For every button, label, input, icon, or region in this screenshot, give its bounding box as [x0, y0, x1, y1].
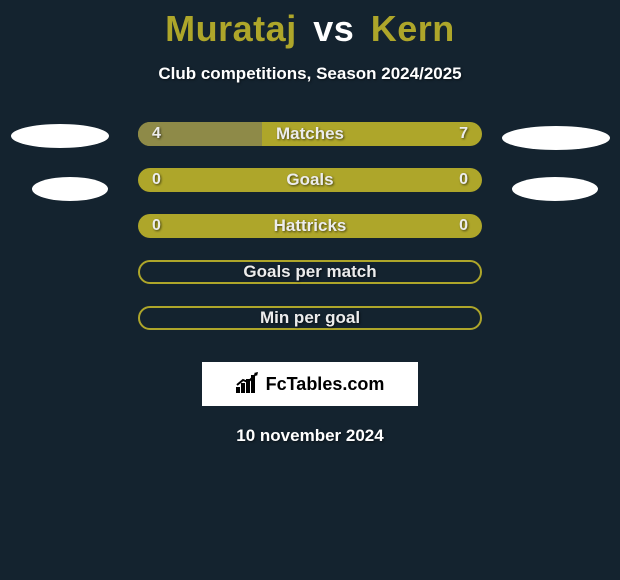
page-title: Murataj vs Kern [0, 0, 620, 50]
left-ellipse [11, 124, 109, 148]
stat-row: 00Hattricks [0, 214, 620, 260]
right-ellipse [502, 126, 610, 150]
subtitle: Club competitions, Season 2024/2025 [0, 64, 620, 84]
stats-rows: 47Matches00Goals00HattricksGoals per mat… [0, 122, 620, 352]
right-ellipse [512, 177, 598, 201]
brand-box: FcTables.com [202, 362, 418, 406]
date-label: 10 november 2024 [0, 426, 620, 446]
stat-row: Min per goal [0, 306, 620, 352]
stat-label: Min per goal [0, 306, 620, 330]
brand-icon [236, 371, 262, 398]
left-ellipse [32, 177, 108, 201]
player2-name: Kern [371, 8, 455, 49]
stat-label: Goals per match [0, 260, 620, 284]
player1-name: Murataj [165, 8, 297, 49]
vs-label: vs [313, 8, 354, 49]
stat-label: Hattricks [0, 214, 620, 238]
stat-row: Goals per match [0, 260, 620, 306]
brand-text: FcTables.com [266, 374, 385, 395]
